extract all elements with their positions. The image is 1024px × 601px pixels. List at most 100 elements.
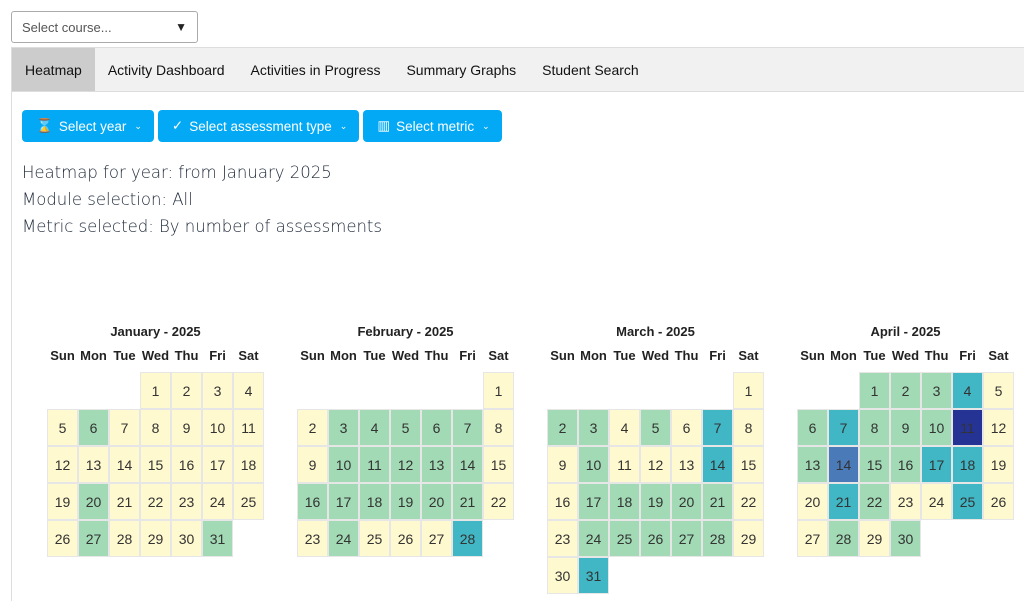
day-cell[interactable]: 3 xyxy=(578,409,609,446)
tab-student-search[interactable]: Student Search xyxy=(542,61,639,78)
day-cell[interactable]: 7 xyxy=(828,409,859,446)
day-cell[interactable]: 27 xyxy=(797,520,828,557)
day-cell[interactable]: 4 xyxy=(233,372,264,409)
tab-heatmap[interactable]: Heatmap xyxy=(12,48,95,91)
day-cell[interactable]: 7 xyxy=(109,409,140,446)
day-cell[interactable]: 29 xyxy=(733,520,764,557)
day-cell[interactable]: 1 xyxy=(733,372,764,409)
day-cell[interactable]: 14 xyxy=(828,446,859,483)
day-cell[interactable]: 9 xyxy=(171,409,202,446)
day-cell[interactable]: 23 xyxy=(890,483,921,520)
day-cell[interactable]: 24 xyxy=(328,520,359,557)
day-cell[interactable]: 5 xyxy=(390,409,421,446)
day-cell[interactable]: 25 xyxy=(233,483,264,520)
select-metric-button[interactable]: ▥ Select metric ⌄ xyxy=(363,110,502,142)
day-cell[interactable]: 29 xyxy=(859,520,890,557)
day-cell[interactable]: 4 xyxy=(359,409,390,446)
day-cell[interactable]: 16 xyxy=(171,446,202,483)
tab-summary-graphs[interactable]: Summary Graphs xyxy=(406,61,517,78)
day-cell[interactable]: 30 xyxy=(547,557,578,594)
day-cell[interactable]: 17 xyxy=(578,483,609,520)
day-cell[interactable]: 21 xyxy=(828,483,859,520)
day-cell[interactable]: 12 xyxy=(640,446,671,483)
day-cell[interactable]: 22 xyxy=(859,483,890,520)
day-cell[interactable]: 27 xyxy=(671,520,702,557)
day-cell[interactable]: 22 xyxy=(483,483,514,520)
day-cell[interactable]: 17 xyxy=(921,446,952,483)
day-cell[interactable]: 15 xyxy=(140,446,171,483)
day-cell[interactable]: 11 xyxy=(609,446,640,483)
day-cell[interactable]: 30 xyxy=(890,520,921,557)
day-cell[interactable]: 22 xyxy=(140,483,171,520)
day-cell[interactable]: 23 xyxy=(297,520,328,557)
day-cell[interactable]: 15 xyxy=(483,446,514,483)
day-cell[interactable]: 13 xyxy=(671,446,702,483)
day-cell[interactable]: 8 xyxy=(859,409,890,446)
day-cell[interactable]: 30 xyxy=(171,520,202,557)
day-cell[interactable]: 5 xyxy=(640,409,671,446)
day-cell[interactable]: 28 xyxy=(828,520,859,557)
day-cell[interactable]: 21 xyxy=(452,483,483,520)
day-cell[interactable]: 24 xyxy=(578,520,609,557)
day-cell[interactable]: 3 xyxy=(328,409,359,446)
day-cell[interactable]: 18 xyxy=(233,446,264,483)
day-cell[interactable]: 25 xyxy=(952,483,983,520)
day-cell[interactable]: 1 xyxy=(483,372,514,409)
day-cell[interactable]: 16 xyxy=(890,446,921,483)
day-cell[interactable]: 19 xyxy=(983,446,1014,483)
day-cell[interactable]: 27 xyxy=(421,520,452,557)
select-assessment-type-button[interactable]: ✓ Select assessment type ⌄ xyxy=(157,110,360,142)
day-cell[interactable]: 28 xyxy=(702,520,733,557)
day-cell[interactable]: 16 xyxy=(547,483,578,520)
day-cell[interactable]: 25 xyxy=(359,520,390,557)
day-cell[interactable]: 21 xyxy=(109,483,140,520)
day-cell[interactable]: 9 xyxy=(547,446,578,483)
day-cell[interactable]: 13 xyxy=(78,446,109,483)
day-cell[interactable]: 13 xyxy=(797,446,828,483)
day-cell[interactable]: 18 xyxy=(609,483,640,520)
day-cell[interactable]: 6 xyxy=(421,409,452,446)
day-cell[interactable]: 10 xyxy=(202,409,233,446)
day-cell[interactable]: 17 xyxy=(202,446,233,483)
day-cell[interactable]: 17 xyxy=(328,483,359,520)
day-cell[interactable]: 26 xyxy=(47,520,78,557)
day-cell[interactable]: 24 xyxy=(202,483,233,520)
day-cell[interactable]: 28 xyxy=(109,520,140,557)
day-cell[interactable]: 1 xyxy=(140,372,171,409)
day-cell[interactable]: 6 xyxy=(797,409,828,446)
day-cell[interactable]: 6 xyxy=(671,409,702,446)
select-year-button[interactable]: ⌛ Select year ⌄ xyxy=(22,110,154,142)
day-cell[interactable]: 18 xyxy=(359,483,390,520)
day-cell[interactable]: 21 xyxy=(702,483,733,520)
day-cell[interactable]: 12 xyxy=(983,409,1014,446)
day-cell[interactable]: 26 xyxy=(983,483,1014,520)
day-cell[interactable]: 14 xyxy=(109,446,140,483)
day-cell[interactable]: 31 xyxy=(202,520,233,557)
day-cell[interactable]: 4 xyxy=(609,409,640,446)
day-cell[interactable]: 2 xyxy=(171,372,202,409)
day-cell[interactable]: 11 xyxy=(233,409,264,446)
day-cell[interactable]: 14 xyxy=(702,446,733,483)
day-cell[interactable]: 8 xyxy=(483,409,514,446)
day-cell[interactable]: 10 xyxy=(578,446,609,483)
day-cell[interactable]: 2 xyxy=(297,409,328,446)
day-cell[interactable]: 19 xyxy=(47,483,78,520)
day-cell[interactable]: 26 xyxy=(640,520,671,557)
day-cell[interactable]: 8 xyxy=(733,409,764,446)
day-cell[interactable]: 10 xyxy=(921,409,952,446)
day-cell[interactable]: 12 xyxy=(47,446,78,483)
day-cell[interactable]: 5 xyxy=(983,372,1014,409)
day-cell[interactable]: 18 xyxy=(952,446,983,483)
day-cell[interactable]: 24 xyxy=(921,483,952,520)
tab-activity-dashboard[interactable]: Activity Dashboard xyxy=(107,61,225,78)
day-cell[interactable]: 19 xyxy=(640,483,671,520)
day-cell[interactable]: 2 xyxy=(890,372,921,409)
day-cell[interactable]: 7 xyxy=(452,409,483,446)
day-cell[interactable]: 11 xyxy=(359,446,390,483)
day-cell[interactable]: 3 xyxy=(202,372,233,409)
day-cell[interactable]: 2 xyxy=(547,409,578,446)
day-cell[interactable]: 1 xyxy=(859,372,890,409)
tab-activities-in-progress[interactable]: Activities in Progress xyxy=(250,61,381,78)
day-cell[interactable]: 12 xyxy=(390,446,421,483)
day-cell[interactable]: 26 xyxy=(390,520,421,557)
